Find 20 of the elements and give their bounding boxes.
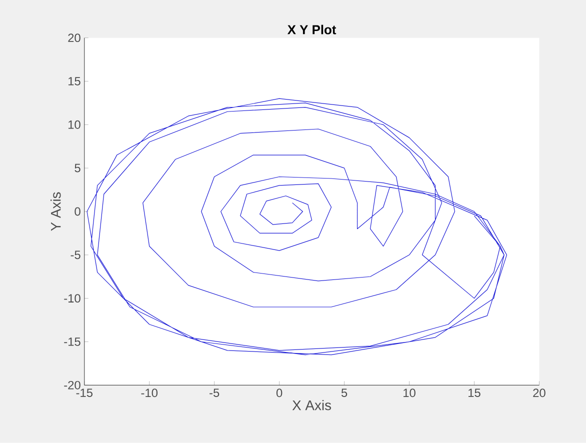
x-tick-label: -10 (141, 388, 158, 398)
y-tick-label: -15 (64, 338, 80, 346)
x-tick-label: -5 (210, 388, 220, 398)
x-tick-label: 0 (276, 388, 282, 398)
y-tick-label: 15 (68, 77, 80, 86)
y-tick-label: -5 (70, 250, 80, 260)
y-tick-label: 5 (74, 164, 80, 172)
y-tick-label: -10 (64, 294, 80, 303)
line-series (86, 98, 508, 356)
y-tick-label: -20 (64, 380, 80, 390)
x-tick-label: 20 (533, 388, 546, 398)
x-tick-label: 5 (341, 388, 348, 398)
chart-title: X Y Plot (287, 24, 336, 34)
x-tick-label: 15 (468, 388, 480, 398)
y-tick-label: 0 (74, 207, 80, 216)
x-tick-label: 10 (404, 388, 416, 398)
y-tick-label: 20 (68, 34, 80, 42)
y-axis-title: Y Axis (50, 192, 61, 231)
y-tick-label: 10 (68, 120, 80, 129)
x-axis-title: X Axis (292, 400, 332, 410)
